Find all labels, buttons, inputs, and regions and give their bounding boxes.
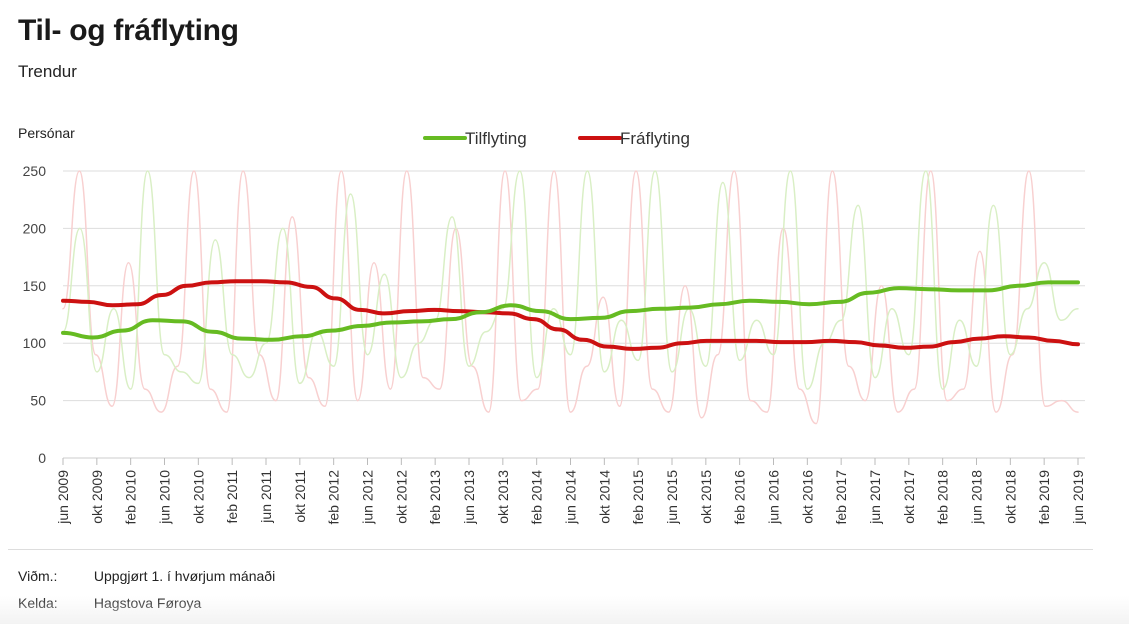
note-row-source: Kelda: Hagstova Føroya [18,595,201,611]
x-tick-label: jun 2019 [1070,470,1086,525]
x-tick-label: jun 2009 [55,470,71,525]
x-tick-label: feb 2010 [123,470,139,525]
x-tick-label: feb 2016 [732,470,748,525]
x-tick-label: feb 2014 [529,470,545,525]
y-tick-label: 250 [23,163,47,179]
note-row-reference: Viðm.: Uppgjørt 1. í hvørjum mánaði [18,568,275,584]
x-tick-label: jun 2012 [360,470,376,525]
y-tick-label: 50 [30,393,46,409]
x-tick-label: feb 2012 [326,470,342,525]
x-tick-label: okt 2012 [393,470,409,524]
legend-label: Fráflyting [620,129,690,148]
chart-subtitle: Trendur [18,62,77,81]
legend-item-tilflyting[interactable]: Tilflyting [423,129,527,148]
x-tick-label: okt 2010 [190,470,206,524]
x-tick-label: feb 2013 [427,470,443,525]
x-tick-label: feb 2015 [630,470,646,525]
footer-divider [8,549,1093,550]
x-tick-label: okt 2013 [495,470,511,524]
x-tick-label: feb 2019 [1036,470,1052,525]
y-axis-label: Persónar [18,125,75,141]
y-tick-label: 0 [38,450,46,466]
x-tick-label: feb 2017 [833,470,849,525]
x-tick-label: okt 2009 [89,470,105,524]
source-value: Hagstova Føroya [93,595,202,611]
x-tick-label: jun 2018 [969,470,985,525]
x-tick-label: jun 2014 [563,470,579,525]
legend-label: Tilflyting [465,129,527,148]
source-label: Kelda: [18,595,58,611]
x-tick-label: okt 2017 [901,470,917,524]
y-tick-label: 150 [23,278,47,294]
legend-item-fraflyting[interactable]: Fráflyting [578,129,690,148]
x-tick-label: jun 2015 [664,470,680,525]
x-tick-label: okt 2016 [799,470,815,524]
legend[interactable]: Tilflyting Fráflyting [423,129,690,148]
line-chart: 0 50 100 150 200 250 jun 2009 okt 2009 feb 2010… [18,125,1086,525]
x-tick-label: jun 2011 [258,470,274,524]
x-axis: jun 2009 okt 2009 feb 2010 jun 2010 okt 2010… [55,458,1086,525]
fraflyting-raw-line [62,170,1079,425]
y-tick-label: 100 [23,335,47,351]
raw-series [62,170,1079,425]
trend-series [61,279,1080,351]
x-tick-label: okt 2011 [292,470,308,523]
fraflyting-trend-line [61,279,1080,351]
x-tick-label: okt 2014 [596,470,612,524]
x-tick-label: feb 2018 [935,470,951,525]
x-tick-label: jun 2017 [867,470,883,525]
gridlines [63,170,1085,459]
x-tick-label: feb 2011 [224,470,240,524]
y-axis: 0 50 100 150 200 250 [23,163,47,466]
x-tick-label: okt 2018 [1002,470,1018,524]
x-tick-label: jun 2010 [157,470,173,525]
chart-title: Til- og fráflyting [18,14,239,47]
note-value: Uppgjørt 1. í hvørjum mánaði [93,568,276,584]
x-tick-label: jun 2013 [461,470,477,525]
tilflyting-trend-line [61,280,1080,342]
y-tick-label: 200 [23,220,47,236]
x-tick-label: okt 2015 [698,470,714,524]
x-tick-label: jun 2016 [766,470,782,525]
note-label: Viðm.: [18,568,58,584]
